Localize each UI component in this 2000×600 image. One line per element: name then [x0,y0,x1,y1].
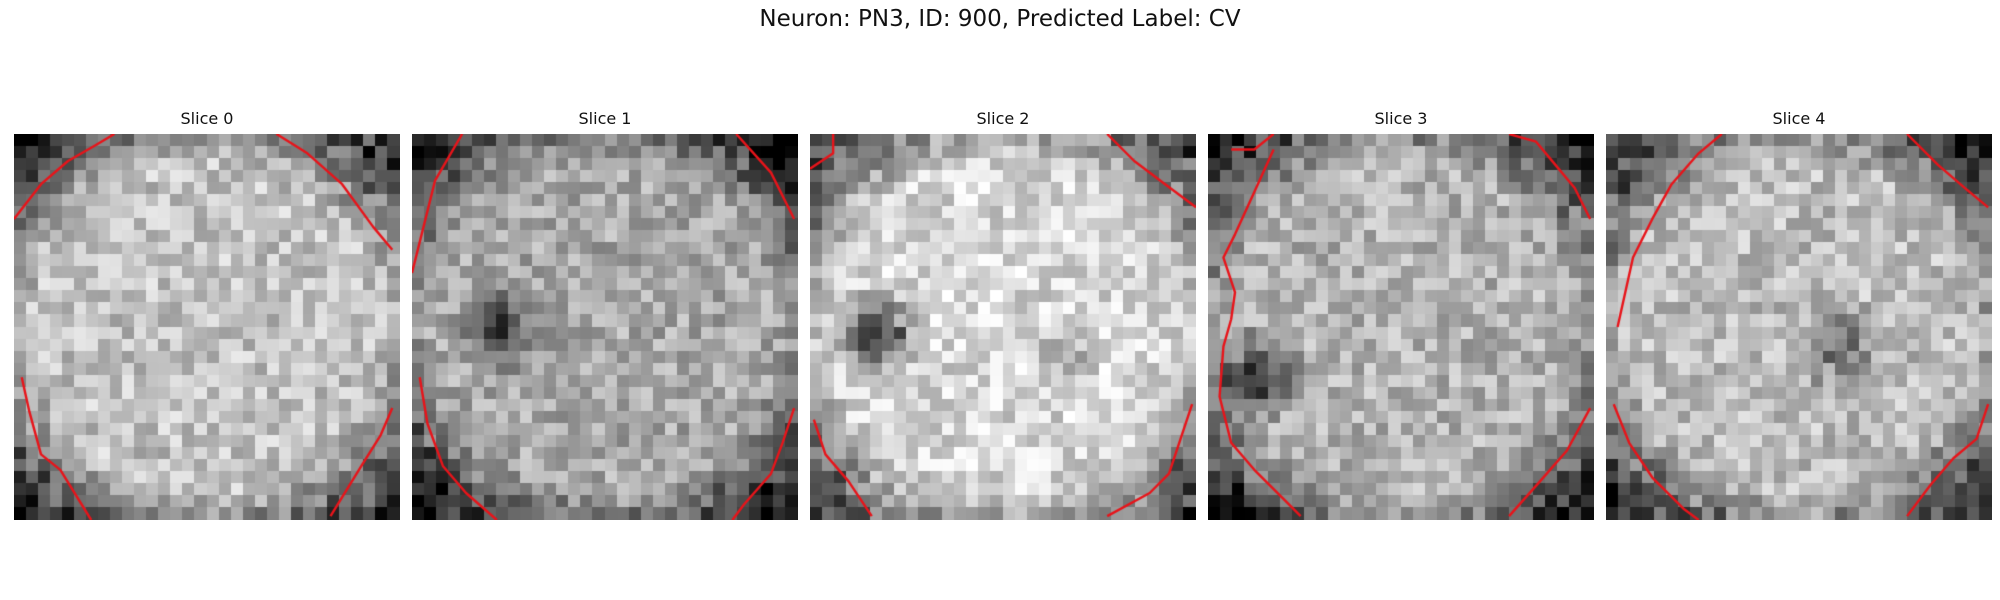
slice-image-3 [1208,134,1594,520]
slice-title: Slice 1 [578,109,632,128]
slice-panel-2: Slice 2 [810,108,1196,520]
slice-image-2 [810,134,1196,520]
slice-panel-1: Slice 1 [412,108,798,520]
slice-panel-3: Slice 3 [1208,108,1594,520]
figure-title: Neuron: PN3, ID: 900, Predicted Label: C… [759,6,1241,32]
slice-image-4 [1606,134,1992,520]
slice-image-1 [412,134,798,520]
slice-panel-4: Slice 4 [1606,108,1992,520]
slice-title: Slice 0 [180,109,234,128]
slice-image-0 [14,134,400,520]
slice-title: Slice 2 [976,109,1030,128]
slice-panel-0: Slice 0 [14,108,400,520]
slice-title: Slice 4 [1772,109,1826,128]
slice-title: Slice 3 [1374,109,1428,128]
